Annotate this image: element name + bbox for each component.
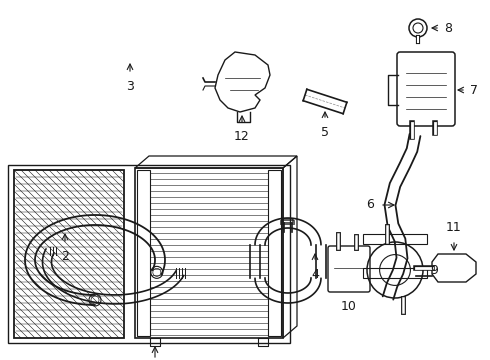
Text: 9: 9 [430, 264, 438, 276]
Text: 7: 7 [470, 84, 478, 96]
Text: 5: 5 [321, 126, 329, 139]
Text: 12: 12 [234, 130, 250, 143]
Bar [268, 170, 281, 336]
Text: 10: 10 [341, 300, 357, 313]
Text: 3: 3 [126, 80, 134, 93]
Bar [281, 219, 293, 223]
Bar [282, 218, 292, 222]
Bar [363, 234, 427, 244]
Text: 6: 6 [366, 198, 374, 211]
Text: 8: 8 [444, 22, 452, 35]
Bar [363, 268, 427, 278]
Text: 2: 2 [61, 250, 69, 263]
Text: 11: 11 [446, 221, 462, 234]
Bar [280, 220, 294, 224]
Bar [8, 165, 290, 343]
Text: 4: 4 [311, 268, 319, 281]
Bar [137, 170, 150, 336]
Bar [14, 170, 124, 338]
